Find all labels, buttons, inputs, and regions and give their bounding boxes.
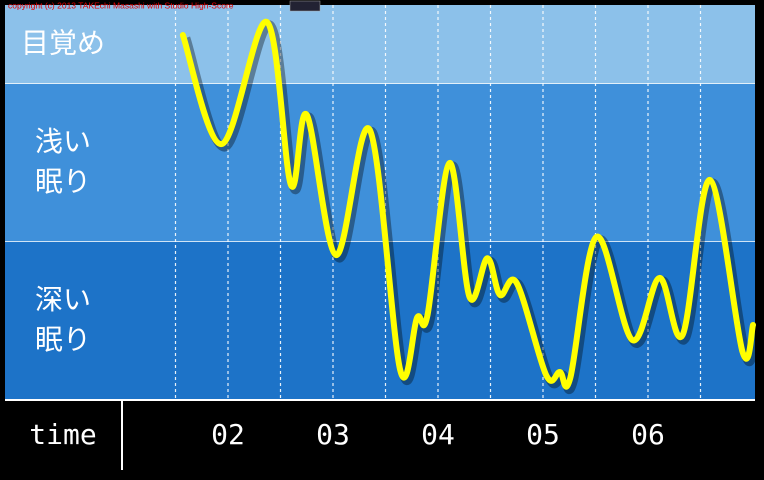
copyright: copyright (c) 2013 TAKEchi Masashi with … bbox=[8, 0, 234, 10]
band-label: 深い bbox=[35, 283, 91, 316]
band-label: 目覚め bbox=[21, 27, 105, 60]
x-tick-label: 03 bbox=[316, 418, 350, 451]
band-label: 浅い bbox=[35, 125, 91, 158]
band bbox=[5, 242, 755, 400]
band-label: 眠り bbox=[35, 165, 91, 198]
plot bbox=[179, 18, 761, 395]
logo bbox=[289, 0, 321, 12]
x-tick-label: 02 bbox=[211, 418, 245, 451]
x-tick-label: 05 bbox=[526, 418, 560, 451]
x-tick-label: 06 bbox=[631, 418, 665, 451]
x-axis-label: time bbox=[29, 418, 96, 451]
band-label: 眠り bbox=[35, 323, 91, 356]
x-tick-labels: 02 03 04 05 06 bbox=[211, 418, 665, 451]
line bbox=[179, 18, 756, 390]
x-tick-label: 04 bbox=[421, 418, 455, 451]
band bbox=[5, 5, 755, 84]
